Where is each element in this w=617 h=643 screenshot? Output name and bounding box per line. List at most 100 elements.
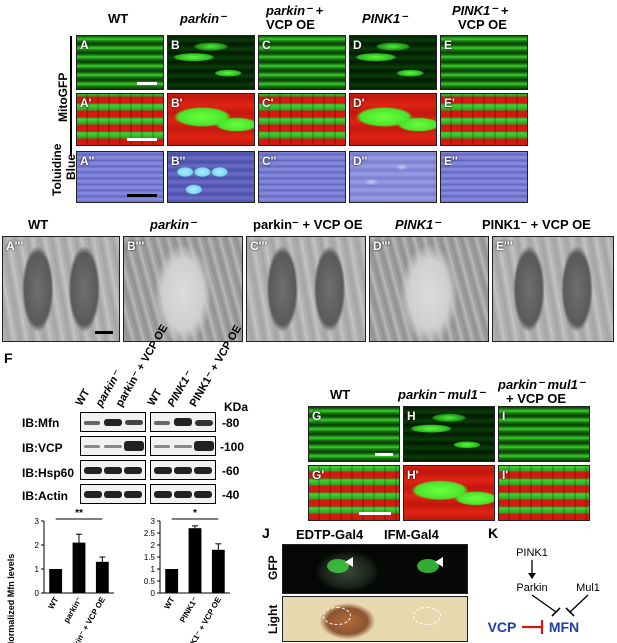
panel-G: G [308,406,400,462]
header-parkin: parkin⁻ [180,11,226,26]
em-header-parkin: parkin⁻ [150,217,196,232]
y-tick-label: 1 [151,565,156,574]
pathway-diagram: PINK1 Parkin Mul1 VCP MFN [488,547,600,635]
em-header-parkin-vcp: parkin⁻ + VCP OE [253,217,363,232]
blot-label-vcp: IB:VCP [22,441,63,455]
bar [72,542,86,593]
header-h-mul1: parkin⁻ mul1⁻ [398,387,485,402]
panel-H: H [403,406,495,462]
bar [95,561,109,593]
bar [211,549,225,593]
band [154,445,170,448]
row-label-light: Light [266,604,280,634]
y-tick-label: 1 [35,565,40,574]
category-label: parkin⁻ [62,596,84,625]
band [104,467,122,474]
y-tick-label: 2 [35,541,40,550]
panel-E-dprime: E'' [440,151,528,203]
bar [49,569,63,593]
header-edtp: EDTP-Gal4 [296,527,364,542]
blot-label-mfn: IB:Mfn [22,416,60,430]
header-pink1-vcp-line1: PINK1⁻ + [452,3,509,18]
header-i-line2: + VCP OE [506,391,567,406]
kda-mark-100: -100 [220,440,245,454]
header-wt: WT [108,11,129,26]
inhibit-mul1-mfn [569,594,589,613]
band [104,491,122,498]
lane-right-wt: WT [145,387,165,408]
panel-H-prime: H' [403,465,495,521]
band [124,441,144,451]
node-vcp: VCP [488,619,517,635]
panel-E: E [440,35,528,90]
blot-label-hsp60: IB:Hsp60 [22,466,75,480]
panel-D: D [349,35,437,90]
kda-mark-80: -80 [222,416,240,430]
band [194,441,214,451]
bar [188,528,202,593]
header-g-wt: WT [330,387,351,402]
band [174,445,192,448]
row-label-gfp: GFP [266,555,280,580]
y-tick-label: 0.5 [144,577,156,586]
kda-mark-60: -60 [222,464,240,478]
band [84,445,100,448]
panel-D-prime: D' [349,93,437,146]
panel-C: C [258,35,346,90]
panel-D-dprime: D'' [349,151,437,203]
figure-label-K: K [488,525,499,541]
lane-left-wt: WT [73,387,93,408]
band [194,491,212,498]
node-mul1: Mul1 [576,582,600,594]
node-pink1: PINK1 [516,547,548,559]
em-header-pink1-vcp: PINK1⁻ + VCP OE [482,217,591,232]
inhibit-bar [565,607,575,617]
y-tick-label: 0 [151,589,156,598]
panel-B-tprime: B''' [123,236,243,342]
category-label: WT [46,595,60,610]
band [154,421,170,425]
band [104,419,122,426]
figure-label-F: F [4,350,13,366]
kda-label: KDa [224,400,249,414]
panel-I: I [498,406,590,462]
header-i-line1: parkin⁻ mul1⁻ [498,377,585,392]
panel-I-prime: I' [498,465,590,521]
band [124,491,142,498]
arrowhead [528,573,536,579]
significance-label: * [193,508,197,519]
panel-B-dprime: B'' [167,151,255,203]
fly-light-image [282,596,468,642]
panel-C-tprime: C''' [246,236,366,342]
band [154,491,172,498]
panel-C-prime: C' [258,93,346,146]
band [154,467,172,474]
category-label: WT [162,595,176,610]
bar [165,569,179,593]
panel-D-tprime: D''' [369,236,489,342]
band [174,418,192,426]
y-tick-label: 0 [35,589,40,598]
y-tick-label: 2.5 [144,529,156,538]
band [84,491,102,498]
row-label-toluidine: Toluidine [50,143,64,196]
band [84,467,102,474]
panel-A-prime: A' [76,93,164,146]
band [195,420,213,426]
panel-A: A [76,35,164,90]
y-tick-label: 1.5 [144,553,156,562]
panel-B: B [167,35,255,90]
panel-A-dprime: A'' [76,151,164,203]
band [125,420,143,425]
figure-label-J: J [262,525,270,541]
header-pink1: PINK1⁻ [362,11,408,26]
category-label: PINK1⁻ [178,596,200,625]
chart-ylabel: Normalized Mfn levels [6,554,16,643]
band [174,467,192,474]
y-tick-label: 2 [151,541,156,550]
fly-gfp-image [282,544,468,594]
band [124,467,142,474]
